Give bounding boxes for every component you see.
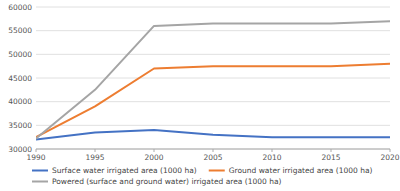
- x-axis-line: [36, 149, 390, 150]
- legend-swatch: [32, 170, 48, 172]
- legend: Surface water irrigated area (1000 ha) Gr…: [32, 166, 373, 186]
- x-tick-label: 2005: [203, 153, 222, 162]
- legend-label: Powered (surface and ground water) irrig…: [52, 177, 282, 186]
- x-tick-label: 2015: [321, 153, 340, 162]
- grid-line: [36, 101, 390, 102]
- legend-item: Surface water irrigated area (1000 ha): [32, 166, 197, 175]
- x-tick-label: 2010: [262, 153, 281, 162]
- x-tick-label: 1995: [85, 153, 104, 162]
- series-line: [36, 130, 390, 139]
- y-tick-label: 40000: [8, 97, 32, 106]
- series-group: [36, 21, 390, 139]
- series-line: [36, 21, 390, 138]
- legend-swatch: [209, 170, 225, 172]
- grid-line: [36, 78, 390, 79]
- grid-line: [36, 30, 390, 31]
- legend-item: Powered (surface and ground water) irrig…: [32, 177, 282, 186]
- y-tick-label: 50000: [8, 50, 32, 59]
- legend-label: Surface water irrigated area (1000 ha): [52, 166, 197, 175]
- x-tick-label: 1990: [26, 153, 45, 162]
- y-tick-label: 35000: [8, 121, 32, 130]
- axes: 3000035000400004500050000550006000019901…: [8, 3, 400, 163]
- series-line: [36, 64, 390, 137]
- y-tick-label: 45000: [8, 74, 32, 83]
- grid-line: [36, 125, 390, 126]
- x-tick-label: 2020: [380, 153, 399, 162]
- legend-item: Ground water irrigated area (1000 ha): [209, 166, 373, 175]
- y-tick-label: 60000: [8, 3, 32, 12]
- grid: [36, 7, 390, 149]
- grid-line: [36, 149, 390, 150]
- legend-label: Ground water irrigated area (1000 ha): [229, 166, 373, 175]
- grid-line: [36, 7, 390, 8]
- grid-line: [36, 54, 390, 55]
- y-tick-label: 55000: [8, 26, 32, 35]
- legend-swatch: [32, 181, 48, 183]
- x-tick-label: 2000: [144, 153, 163, 162]
- chart: 3000035000400004500050000550006000019901…: [0, 0, 400, 191]
